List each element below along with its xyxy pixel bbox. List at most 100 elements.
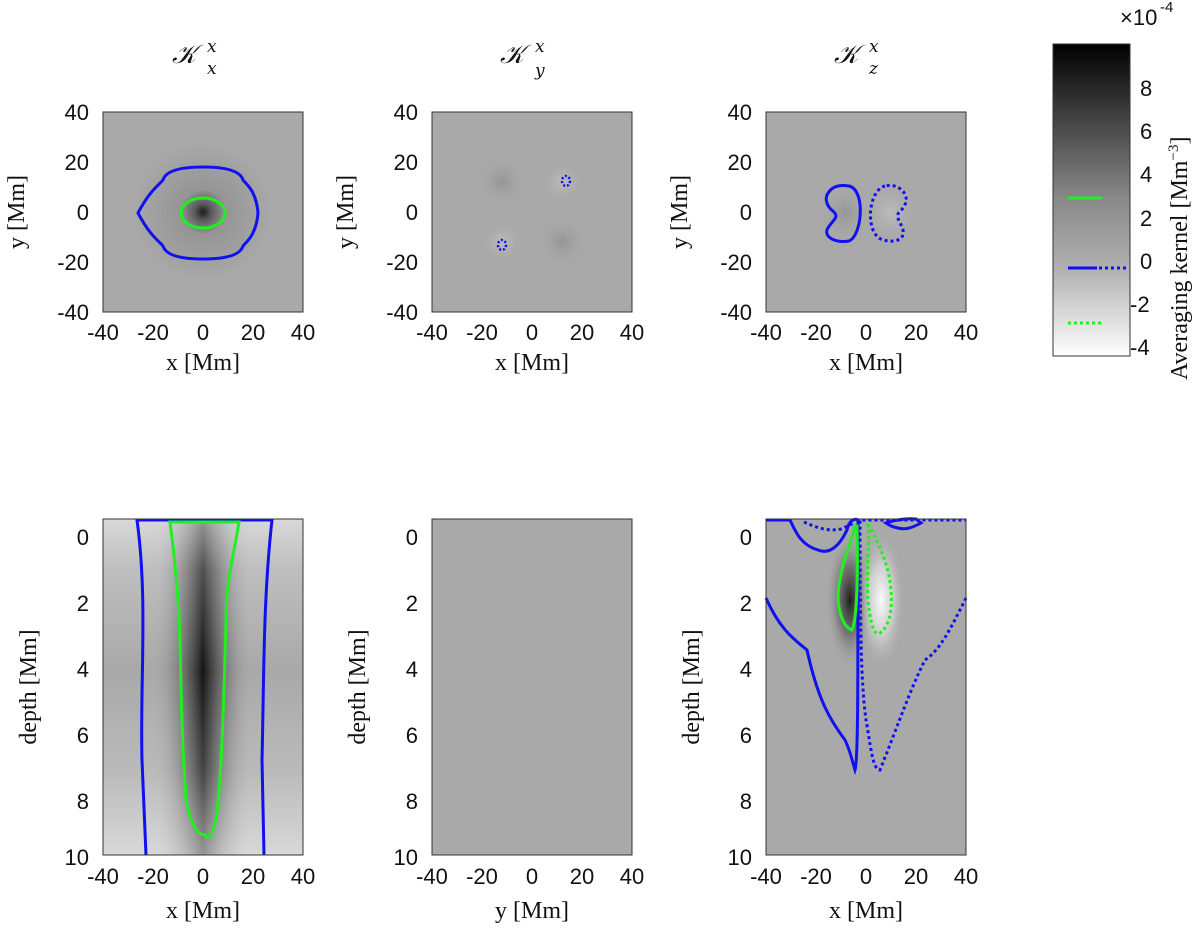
- y-tick-label: 0: [77, 525, 89, 550]
- kernel-positive-lobe: [864, 183, 916, 243]
- x-tick-label: 0: [526, 864, 538, 889]
- axes-frame: [102, 111, 304, 313]
- kernel-depth-fade: [103, 519, 303, 855]
- axes-frame: [431, 518, 633, 856]
- x-tick-label: -40: [750, 864, 782, 889]
- y-tick-label: -20: [720, 250, 752, 275]
- panel-bottom-middle: -40 -20 0 20 40 0 2 4 6 8 10 y [Mm] dept…: [345, 518, 644, 924]
- panel-bottom-right: -40 -20 0 20 40 0 2 4 6 8 10 x [Mm] dept…: [679, 517, 978, 924]
- blue-dotted-contour: [869, 183, 908, 243]
- x-tick-label: -20: [466, 864, 498, 889]
- x-tick-label: -20: [137, 864, 169, 889]
- y-tick-label: 0: [406, 200, 418, 225]
- panel-top-right: 𝒦 x z -40 -20 0 20 40 40 20 0 -20 -40 x …: [667, 37, 978, 376]
- x-axis-label: x [Mm]: [495, 350, 569, 376]
- x-tick-label: 40: [620, 864, 644, 889]
- y-tick-label: 10: [728, 845, 752, 870]
- colorbar-tick-label: 4: [1140, 162, 1152, 187]
- x-tick-label: -20: [466, 320, 498, 345]
- x-tick-label: 20: [904, 864, 928, 889]
- y-tick-label: 10: [394, 845, 418, 870]
- kernel-lobe: [476, 156, 528, 208]
- x-tick-label: 20: [904, 320, 928, 345]
- y-tick-label: -40: [57, 300, 89, 325]
- x-tick-label: 0: [197, 864, 209, 889]
- y-tick-label: 6: [740, 723, 752, 748]
- blue-dotted-contour: [858, 518, 968, 772]
- colorbar-tick-label: -2: [1130, 292, 1150, 317]
- panel-title-subscript: z: [868, 59, 879, 79]
- y-tick-label: 4: [740, 657, 752, 682]
- colorbar-gradient: [1052, 43, 1131, 357]
- y-tick-label: 8: [740, 789, 752, 814]
- axes-frame: [102, 518, 304, 856]
- x-tick-label: -20: [137, 320, 169, 345]
- x-tick-label: 0: [526, 320, 538, 345]
- y-tick-label: 2: [740, 591, 752, 616]
- blue-dotted-contour: [560, 174, 572, 188]
- x-axis-label: x [Mm]: [166, 350, 240, 376]
- y-tick-label: 2: [406, 591, 418, 616]
- panel-title-subscript: x: [207, 59, 217, 79]
- blue-contour: [824, 183, 862, 243]
- colorbar-label-text: Averaging kernel [Mm: [1167, 160, 1193, 380]
- panel-bottom-left: -40 -20 0 20 40 0 2 4 6 8 10 x [Mm] dept…: [16, 518, 315, 924]
- x-axis-label: x [Mm]: [829, 898, 903, 924]
- panel-title-superscript: x: [869, 37, 879, 57]
- x-axis-label: y [Mm]: [495, 898, 569, 924]
- y-axis-label: y [Mm]: [4, 175, 30, 249]
- y-tick-label: 4: [406, 657, 418, 682]
- x-axis-label: x [Mm]: [829, 350, 903, 376]
- y-tick-label: 0: [77, 200, 89, 225]
- y-tick-label: 6: [77, 723, 89, 748]
- y-tick-label: 40: [394, 100, 418, 125]
- y-tick-label: -20: [57, 250, 89, 275]
- x-tick-label: 0: [197, 320, 209, 345]
- kernel-peak: [133, 142, 273, 282]
- x-tick-label: -40: [416, 320, 448, 345]
- x-ticks: -40 -20 0 20 40: [87, 864, 315, 889]
- y-ticks: 40 20 0 -20 -40: [386, 100, 418, 325]
- colorbar: ×10 -4 8 6 4 2 0 -2 -4 Averaging kernel …: [1052, 0, 1193, 380]
- y-axis-label: y [Mm]: [667, 175, 693, 249]
- y-tick-label: 20: [394, 150, 418, 175]
- x-ticks: -40 -20 0 20 40: [750, 320, 978, 345]
- colorbar-label-exponent: −3: [1166, 145, 1182, 161]
- y-tick-label: 20: [728, 150, 752, 175]
- colorbar-tick-label: 6: [1140, 119, 1152, 144]
- y-tick-label: 8: [77, 789, 89, 814]
- x-tick-label: 0: [860, 864, 872, 889]
- blue-contour: [135, 518, 274, 856]
- x-ticks: -40 -20 0 20 40: [416, 864, 644, 889]
- colorbar-tick-label: 8: [1140, 76, 1152, 101]
- y-tick-label: -20: [386, 250, 418, 275]
- panel-title: 𝒦: [172, 40, 204, 70]
- panel-title-superscript: x: [535, 37, 545, 57]
- panel-title-superscript: x: [207, 37, 217, 57]
- y-tick-label: 10: [65, 845, 89, 870]
- colorbar-multiplier-exponent: -4: [1160, 0, 1173, 16]
- kernel-lobe: [480, 220, 524, 264]
- y-ticks: 0 2 4 6 8 10: [394, 525, 418, 870]
- x-tick-label: -40: [416, 864, 448, 889]
- x-tick-label: 20: [241, 320, 265, 345]
- x-tick-label: 20: [570, 864, 594, 889]
- axes-frame: [765, 518, 967, 856]
- panel-title-subscript: y: [534, 61, 545, 81]
- y-axis-label: y [Mm]: [333, 175, 359, 249]
- y-tick-label: 2: [77, 591, 89, 616]
- axes-frame: [431, 111, 633, 313]
- blue-contour: [136, 165, 260, 261]
- panel-top-left: 𝒦 x x -40 -20 0 20 40 40 20 0 -20 -40 x …: [4, 37, 315, 376]
- y-tick-label: 0: [740, 200, 752, 225]
- y-ticks: 40 20 0 -20 -40: [720, 100, 752, 325]
- y-tick-label: 4: [77, 657, 89, 682]
- x-tick-label: 40: [954, 864, 978, 889]
- y-ticks: 40 20 0 -20 -40: [57, 100, 89, 325]
- x-tick-label: 0: [860, 320, 872, 345]
- x-axis-label: x [Mm]: [166, 898, 240, 924]
- colorbar-tick-label: 2: [1140, 206, 1152, 231]
- blue-contour: [764, 517, 860, 776]
- colorbar-ticks: 8 6 4 2 0 -2 -4: [1130, 76, 1152, 360]
